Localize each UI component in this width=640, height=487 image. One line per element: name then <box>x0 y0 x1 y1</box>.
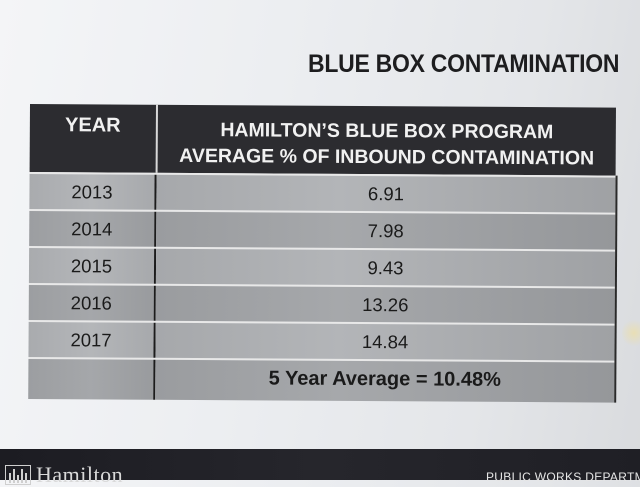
year-cell: 2017 <box>28 321 156 358</box>
table-row: 2016 13.26 <box>28 282 615 324</box>
value-cell: 14.84 <box>155 322 615 361</box>
paper-stain <box>622 318 640 348</box>
footer-bar <box>0 449 640 480</box>
department-label: PUBLIC WORKS DEPARTME <box>486 470 640 484</box>
year-cell: 2016 <box>28 284 156 321</box>
summary-year-cell <box>28 358 156 400</box>
value-cell: 13.26 <box>155 285 615 324</box>
table-row: 2015 9.43 <box>28 245 616 287</box>
five-year-average: 5 Year Average = 10.48% <box>155 359 615 403</box>
header-line-2: AVERAGE % OF INBOUND CONTAMINATION <box>179 144 595 170</box>
header-year: YEAR <box>29 104 158 173</box>
year-cell: 2013 <box>29 173 157 210</box>
contamination-table: YEAR HAMILTON’S BLUE BOX PROGRAM AVERAGE… <box>28 104 618 403</box>
table-row: 2017 14.84 <box>28 319 615 361</box>
table-row: 2013 6.91 <box>29 171 616 213</box>
summary-row: 5 Year Average = 10.48% <box>28 356 615 403</box>
hamilton-logo: Hamilton <box>5 462 124 487</box>
hamilton-logo-icon <box>5 465 31 485</box>
table-right-border <box>614 175 618 403</box>
year-cell: 2015 <box>28 247 157 284</box>
value-cell: 7.98 <box>156 211 616 250</box>
logo-text: Hamilton <box>36 462 124 487</box>
page-title: BLUE BOX CONTAMINATION <box>308 50 620 78</box>
value-cell: 6.91 <box>156 174 616 213</box>
year-cell: 2014 <box>29 210 157 247</box>
table-header-row: YEAR HAMILTON’S BLUE BOX PROGRAM AVERAGE… <box>29 104 616 176</box>
header-contamination: HAMILTON’S BLUE BOX PROGRAM AVERAGE % OF… <box>158 105 616 176</box>
header-line-1: HAMILTON’S BLUE BOX PROGRAM <box>220 119 554 144</box>
table-row: 2014 7.98 <box>29 208 616 250</box>
value-cell: 9.43 <box>155 248 616 287</box>
